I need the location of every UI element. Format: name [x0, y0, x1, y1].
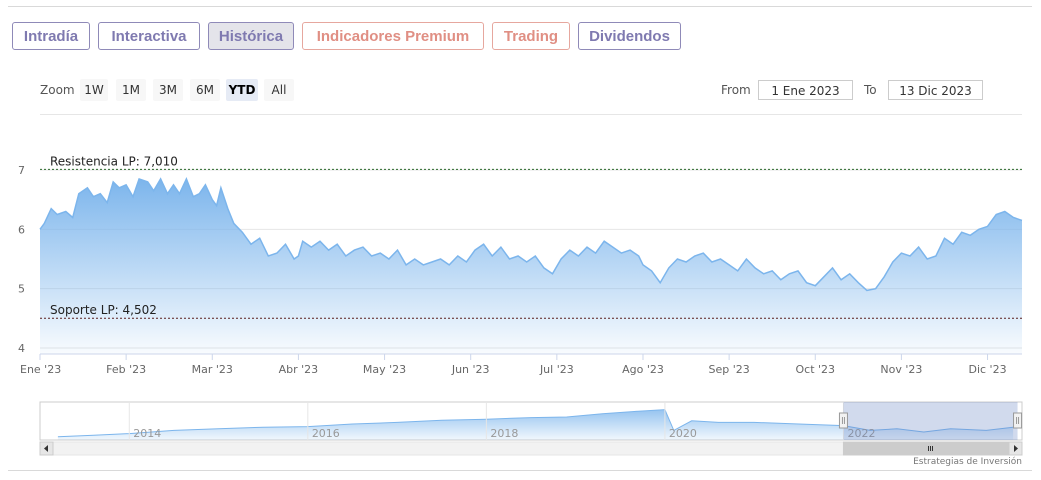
x-tick-label: Jun '23 — [451, 363, 490, 376]
resistance-label: Resistencia LP: 7,010 — [50, 154, 178, 168]
x-tick-label: Ago '23 — [622, 363, 664, 376]
navigator-line — [57, 409, 1014, 438]
navigator-left-handle[interactable] — [838, 412, 848, 429]
y-axis: 4 5 6 7 — [18, 164, 25, 355]
navigator-year-label: 2022 — [847, 427, 875, 440]
navigator-right-handle[interactable] — [1013, 412, 1023, 429]
x-tick-label: Mar '23 — [192, 363, 233, 376]
x-tick-label: Oct '23 — [795, 363, 835, 376]
x-tick-label: May '23 — [363, 363, 406, 376]
top-divider — [8, 6, 1032, 7]
series-fill — [40, 178, 1022, 354]
x-tick-label: Sep '23 — [708, 363, 749, 376]
bottom-divider — [8, 470, 1032, 471]
zoom-label: Zoom — [40, 83, 75, 97]
zoom-6m-button[interactable]: 6M — [190, 79, 220, 101]
zoom-1m-button[interactable]: 1M — [116, 79, 146, 101]
tab-intradia[interactable]: Intradía — [12, 22, 90, 50]
tab-interactiva[interactable]: Interactiva — [98, 22, 200, 50]
navigator-year-label: 2020 — [669, 427, 697, 440]
level-lines: Resistencia LP: 7,010 Soporte LP: 4,502 — [40, 154, 1022, 319]
x-tick-label: Abr '23 — [279, 363, 319, 376]
tab-trading[interactable]: Trading — [492, 22, 570, 50]
y-tick-label: 7 — [18, 164, 25, 177]
range-to-input[interactable]: 13 Dic 2023 — [888, 80, 983, 100]
navigator-year-label: 2014 — [133, 427, 161, 440]
navigator-area — [57, 409, 1014, 440]
tab-dividendos[interactable]: Dividendos — [578, 22, 681, 50]
toolbar-separator — [40, 114, 1022, 115]
x-tick-label: Jul '23 — [539, 363, 574, 376]
y-tick-label: 4 — [18, 342, 25, 355]
y-tick-label: 6 — [18, 223, 25, 236]
tab-historica[interactable]: Histórica — [208, 22, 294, 50]
x-axis: Ene '23 Feb '23 Mar '23 Abr '23 May '23 Jun '… — [20, 353, 1022, 376]
zoom-3m-button[interactable]: 3M — [153, 79, 183, 101]
navigator-year-label: 2016 — [312, 427, 340, 440]
x-tick-label: Dic '23 — [968, 363, 1006, 376]
zoom-ytd-button[interactable]: YTD — [226, 79, 258, 101]
range-to-label: To — [864, 83, 877, 97]
x-tick-label: Ene '23 — [20, 363, 61, 376]
x-tick-label: Nov '23 — [880, 363, 922, 376]
range-from-input[interactable]: 1 Ene 2023 — [758, 80, 853, 100]
zoom-all-button[interactable]: All — [264, 79, 294, 101]
credits-text: Estrategias de Inversión — [913, 457, 1022, 467]
navigator[interactable]: 2014 2016 2018 2020 2022 — [39, 401, 1023, 456]
series-area — [39, 176, 1023, 354]
navigator-window — [843, 402, 1018, 440]
support-label: Soporte LP: 4,502 — [50, 303, 157, 317]
y-tick-label: 5 — [18, 283, 25, 296]
x-tick-label: Feb '23 — [106, 363, 146, 376]
range-from-label: From — [721, 83, 751, 97]
scroll-right-arrow-icon — [1014, 445, 1018, 452]
series-line — [39, 176, 1023, 292]
tab-indicadores-premium[interactable]: Indicadores Premium — [302, 22, 484, 50]
scroll-left-arrow-icon — [44, 445, 48, 452]
navigator-year-label: 2018 — [490, 427, 518, 440]
zoom-1w-button[interactable]: 1W — [80, 79, 108, 101]
